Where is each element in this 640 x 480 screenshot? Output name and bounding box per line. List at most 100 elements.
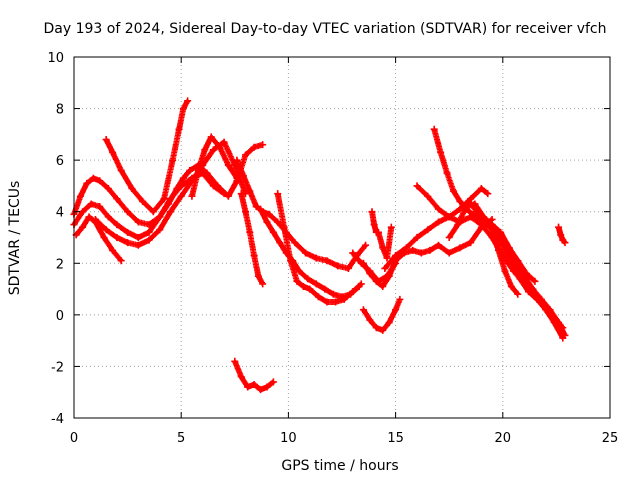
data-point [244,383,252,391]
y-tick-label: 0 [56,309,64,324]
data-point [139,197,147,205]
data-point [184,97,192,105]
data-point [104,185,112,193]
data-point [456,197,464,205]
data-point [314,293,322,301]
x-tick-label: 20 [495,431,512,446]
data-point [201,146,209,154]
data-point [233,174,241,182]
series-markers [446,201,537,284]
data-point [177,192,185,200]
data-point [359,306,367,314]
data-point [124,239,132,247]
data-point [344,264,352,272]
data-point [96,203,104,211]
data-point [169,156,177,164]
data-point [409,246,417,254]
data-point [252,203,260,211]
x-tick-label: 10 [280,431,297,446]
data-point [76,192,84,200]
data-point [387,223,395,231]
data-point [250,252,258,260]
data-point [349,249,357,257]
data-point [473,208,481,216]
data-point [175,125,183,133]
data-point [514,257,522,265]
series-track-u [464,197,567,342]
data-point [368,208,376,216]
data-point [467,239,475,247]
data-point [385,319,393,327]
data-point [424,192,432,200]
data-point [507,259,515,267]
data-point [156,213,164,221]
data-point [445,213,453,221]
x-tick-label: 15 [387,431,404,446]
data-point [402,244,410,252]
data-point [340,295,348,303]
data-point [559,334,567,342]
series-track-e [91,138,250,249]
data-point [87,200,95,208]
data-point [550,319,558,327]
data-point [464,197,472,205]
data-point [269,228,277,236]
data-point [276,239,284,247]
data-point [109,246,117,254]
data-point [89,174,97,182]
series-markers [238,190,265,286]
data-point [525,288,533,296]
data-point [514,290,522,298]
data-point [209,182,217,190]
data-point [160,195,168,203]
data-point [449,187,457,195]
data-point [293,277,301,285]
data-point [349,288,357,296]
y-tick-label: 6 [56,154,64,169]
y-tick-label: -4 [51,412,64,427]
data-point [445,249,453,257]
data-point [79,208,87,216]
data-point [263,218,271,226]
x-axis-label: GPS time / hours [281,458,398,474]
data-point [96,177,104,185]
data-point [291,239,299,247]
data-point [128,185,136,193]
data-point [269,378,277,386]
data-point [287,257,295,265]
data-point [166,195,174,203]
series-track-p [359,295,404,334]
data-point [246,228,254,236]
data-point [370,221,378,229]
data-point [366,316,374,324]
data-point [250,380,258,388]
data-point [334,262,342,270]
data-point [396,295,404,303]
data-point [437,148,445,156]
series-track-t [445,200,539,285]
data-point [209,146,217,154]
data-point [555,223,563,231]
data-point [117,166,125,174]
data-point [224,192,232,200]
data-point [237,373,245,381]
data-point [434,218,442,226]
data-point [413,182,421,190]
data-point [134,241,142,249]
data-point [145,236,153,244]
data-point [469,210,477,218]
data-point [79,223,87,231]
series-track-w [555,223,569,247]
series-track-j [274,190,365,306]
data-point [323,298,331,306]
data-point [124,228,132,236]
data-point [145,221,153,229]
data-point [321,285,329,293]
data-point [257,386,265,394]
grid-lines [74,57,610,418]
data-point [417,249,425,257]
series-track-f [188,133,241,200]
data-point [323,257,331,265]
data-point [362,241,370,249]
